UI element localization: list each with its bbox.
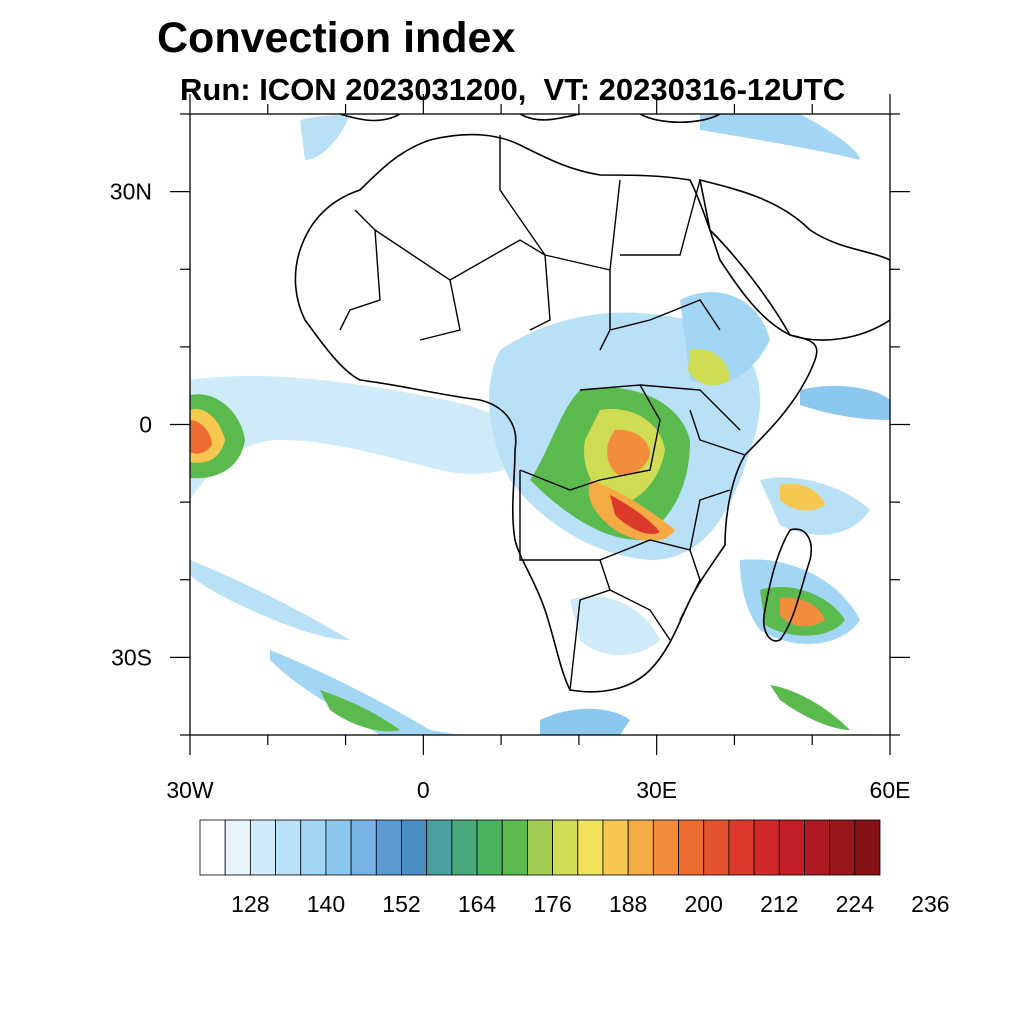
colorbar xyxy=(199,819,881,876)
lat-tick-label: 30S xyxy=(111,644,152,670)
border-segment xyxy=(449,239,551,331)
europe-coastline xyxy=(339,114,721,124)
convection-region-mediterranean xyxy=(300,115,350,160)
colorbar-label: 212 xyxy=(760,891,798,917)
convection-core-ethiopia xyxy=(688,349,730,386)
colorbar-swatch xyxy=(401,819,428,876)
colorbar-label: 224 xyxy=(836,891,875,917)
colorbar-swatch xyxy=(652,819,679,876)
axis-ticks xyxy=(170,94,910,755)
colorbar-swatch xyxy=(426,819,453,876)
colorbar-swatch xyxy=(501,819,528,876)
colorbar-label: 200 xyxy=(685,891,723,917)
africa-coastline xyxy=(294,133,818,693)
map-subtitle: Run: ICON 2023031200, VT: 20230316-12UTC xyxy=(180,72,846,107)
convection-region-south-atlantic xyxy=(190,560,350,640)
colorbar-label: 236 xyxy=(911,891,949,917)
convection-core-indian-ocean xyxy=(780,483,825,511)
colorbar-swatch xyxy=(552,819,579,876)
country-borders xyxy=(339,135,746,691)
colorbar-label: 152 xyxy=(382,891,420,917)
colorbar-swatch xyxy=(728,819,755,876)
convection-core-indian-south xyxy=(770,685,850,730)
convection-core-zambia-peak xyxy=(610,495,660,535)
convection-region-southern-africa xyxy=(570,596,660,655)
colorbar-swatch xyxy=(249,819,276,876)
convection-region-tropical-atlantic xyxy=(190,375,540,500)
colorbar-swatch xyxy=(804,819,831,876)
colorbar-swatch xyxy=(778,819,805,876)
colorbar-labels: 128 140 152 164 176 188 200 212 224 236 xyxy=(231,891,949,917)
coastlines xyxy=(294,114,890,693)
colorbar-label: 164 xyxy=(458,891,497,917)
lat-tick-label: 0 xyxy=(139,412,152,438)
border-segment xyxy=(544,254,611,351)
colorbar-swatch xyxy=(199,819,226,876)
colorbar-swatch xyxy=(224,819,251,876)
colorbar-swatch xyxy=(275,819,302,876)
border-segment xyxy=(609,179,701,271)
border-segment xyxy=(519,470,611,691)
convection-region-south-coast xyxy=(540,708,630,735)
convection-field xyxy=(190,114,890,735)
lon-tick-label: 30E xyxy=(636,777,677,803)
colorbar-label: 176 xyxy=(533,891,571,917)
madagascar-coastline xyxy=(762,528,812,642)
border-segment xyxy=(689,489,731,551)
convection-region-middle-east xyxy=(700,114,860,160)
colorbar-swatch xyxy=(577,819,604,876)
lon-tick-label: 0 xyxy=(417,777,430,803)
colorbar-swatch xyxy=(375,819,402,876)
colorbar-swatch xyxy=(602,819,629,876)
colorbar-swatch xyxy=(678,819,705,876)
colorbar-swatch xyxy=(703,819,730,876)
border-segment xyxy=(499,135,546,256)
convection-core-south-ocean xyxy=(320,690,400,732)
colorbar-swatch xyxy=(753,819,780,876)
border-segment xyxy=(609,299,721,331)
colorbar-swatch xyxy=(451,819,478,876)
colorbar-swatch xyxy=(627,819,654,876)
colorbar-label: 140 xyxy=(307,891,345,917)
convection-core-equatorial-atlantic-peak xyxy=(190,420,212,454)
colorbar-swatch xyxy=(854,819,881,876)
convection-core-congo-hot xyxy=(607,429,650,476)
colorbar-label: 128 xyxy=(231,891,269,917)
border-segment xyxy=(639,384,741,431)
colorbar-swatch xyxy=(325,819,352,876)
border-segment xyxy=(339,209,381,331)
border-segment xyxy=(689,409,746,456)
colorbar-swatch xyxy=(350,819,377,876)
lon-tick-label: 30W xyxy=(166,777,214,803)
colorbar-swatch xyxy=(476,819,503,876)
colorbar-swatch xyxy=(527,819,553,876)
convection-region-east-indian-ocean xyxy=(800,385,890,420)
axis-tick-labels: 30N 0 30S 30W 0 30E 60E xyxy=(110,179,911,803)
colorbar-label: 188 xyxy=(609,891,647,917)
lat-tick-label: 30N xyxy=(110,179,152,205)
border-segment xyxy=(374,229,461,341)
colorbar-swatch xyxy=(829,819,856,876)
lon-tick-label: 60E xyxy=(870,777,911,803)
convection-region-south-ocean-band xyxy=(270,650,460,735)
border-segment xyxy=(609,589,671,641)
colorbar-swatch xyxy=(300,819,327,876)
map-title: Convection index xyxy=(157,14,516,62)
